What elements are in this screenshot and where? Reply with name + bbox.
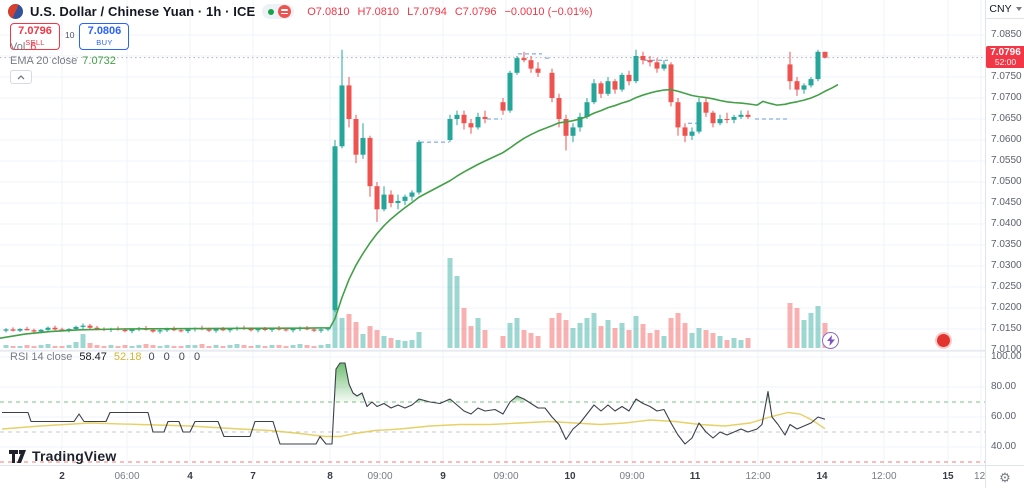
time-tick-label: 15	[942, 471, 954, 482]
volume-legend[interactable]: Vol 6	[10, 41, 37, 53]
time-tick-label: 2	[59, 471, 65, 482]
rsi-tick-label: 60.00	[991, 411, 1017, 422]
price-tick-label: 7.0450	[991, 197, 1022, 208]
price-tick-label: 7.0750	[991, 71, 1022, 82]
price-tick-label: 7.0300	[991, 260, 1022, 271]
collapse-legend-button[interactable]	[10, 70, 32, 84]
price-tick-label: 7.0650	[991, 113, 1022, 124]
economic-event-flag-icon[interactable]	[937, 334, 950, 347]
trade-buttons: 7.0796 SELL 10 7.0806 BUY	[10, 23, 130, 50]
time-axis[interactable]: 2 06:00 4 7 8 09:00 9 09:00 10 09:00 11 12:00 14 12:0…	[0, 465, 985, 488]
ema-legend[interactable]: EMA 20 close 7.0732	[10, 55, 116, 67]
price-tick-label: 7.0350	[991, 239, 1022, 250]
chevron-up-icon	[17, 74, 25, 79]
time-tick-label: 09:00	[493, 471, 519, 482]
market-status-pill[interactable]	[262, 4, 295, 19]
settings-gear-icon[interactable]: ⚙	[999, 469, 1011, 485]
time-tick-label: 4	[187, 471, 193, 482]
price-tick-label: 7.0550	[991, 155, 1022, 166]
rsi-tick-label: 40.00	[991, 441, 1017, 452]
ema-value: 7.0732	[82, 55, 116, 67]
ohlc-readout: O7.0810 H7.0810 L7.0794 C7.0796 −0.0010 …	[307, 5, 593, 18]
chart-canvas[interactable]	[0, 0, 985, 465]
price-tick-label: 7.0200	[991, 302, 1022, 313]
time-tick-label: 8	[327, 471, 333, 482]
time-tick-label: 09:00	[367, 471, 393, 482]
price-tick-label: 7.0400	[991, 218, 1022, 229]
rsi-value: 58.47	[79, 351, 107, 363]
time-tick-label: 14	[816, 471, 828, 482]
headlines-icon	[278, 5, 292, 18]
price-tick-label: 7.0150	[991, 323, 1022, 334]
tradingview-logo-icon	[9, 449, 26, 463]
tradingview-logo[interactable]: TradingView	[9, 448, 116, 464]
time-tick-label: 06:00	[114, 471, 140, 482]
currency-pair-flag-icon	[8, 4, 23, 19]
chevron-down-icon	[1015, 7, 1022, 11]
symbol-legend[interactable]: U.S. Dollar / Chinese Yuan · 1h · ICE O7…	[8, 4, 593, 19]
currency-selector[interactable]: CNY	[986, 0, 1024, 19]
time-tick-label: 10	[564, 471, 576, 482]
rsi-tick-label: 80.00	[991, 381, 1017, 392]
volume-value: 6	[30, 41, 37, 53]
time-tick-label: 12:00	[745, 471, 771, 482]
bar-countdown: 52:00	[994, 56, 1017, 67]
time-tick-label: 11	[689, 471, 701, 482]
rsi-legend[interactable]: RSI 14 close 58.47 52.18 0 0 0 0	[10, 351, 204, 363]
instant-trade-button[interactable]	[822, 332, 839, 349]
axis-corner: ⚙	[985, 465, 1024, 488]
spread-value: 10	[65, 30, 75, 40]
time-tick-label: 09:00	[619, 471, 645, 482]
last-price-label: 7.0796 52:00	[986, 45, 1024, 68]
time-tick-label: 7	[250, 471, 256, 482]
buy-button[interactable]: 7.0806 BUY	[79, 23, 130, 50]
price-tick-label: 7.0100	[991, 344, 1022, 355]
sell-button[interactable]: 7.0796 SELL	[10, 23, 60, 50]
market-open-dot-icon	[268, 8, 275, 15]
time-tick-label: 9	[440, 471, 446, 482]
rsi-ma-value: 52.18	[113, 351, 142, 363]
price-tick-label: 7.0250	[991, 281, 1022, 292]
price-tick-label: 7.0500	[991, 176, 1022, 187]
lightning-icon	[826, 335, 835, 346]
price-tick-label: 7.0700	[991, 92, 1022, 103]
symbol-title: U.S. Dollar / Chinese Yuan · 1h · ICE	[30, 4, 256, 19]
price-axis[interactable]: CNY 7.0796 52:00 7.0850 7.0750 7.0700 7.065…	[985, 0, 1024, 465]
time-tick-label: 12:00	[871, 471, 897, 482]
change-value: −0.0010 (−0.01%)	[504, 5, 593, 18]
price-tick-label: 7.0600	[991, 134, 1022, 145]
rsi-tick-label: 100.00	[991, 351, 1022, 362]
time-tick-label: 12:	[974, 471, 985, 482]
rsi-hidden-values: 0 0 0 0	[148, 351, 204, 363]
price-tick-label: 7.0850	[991, 29, 1022, 40]
